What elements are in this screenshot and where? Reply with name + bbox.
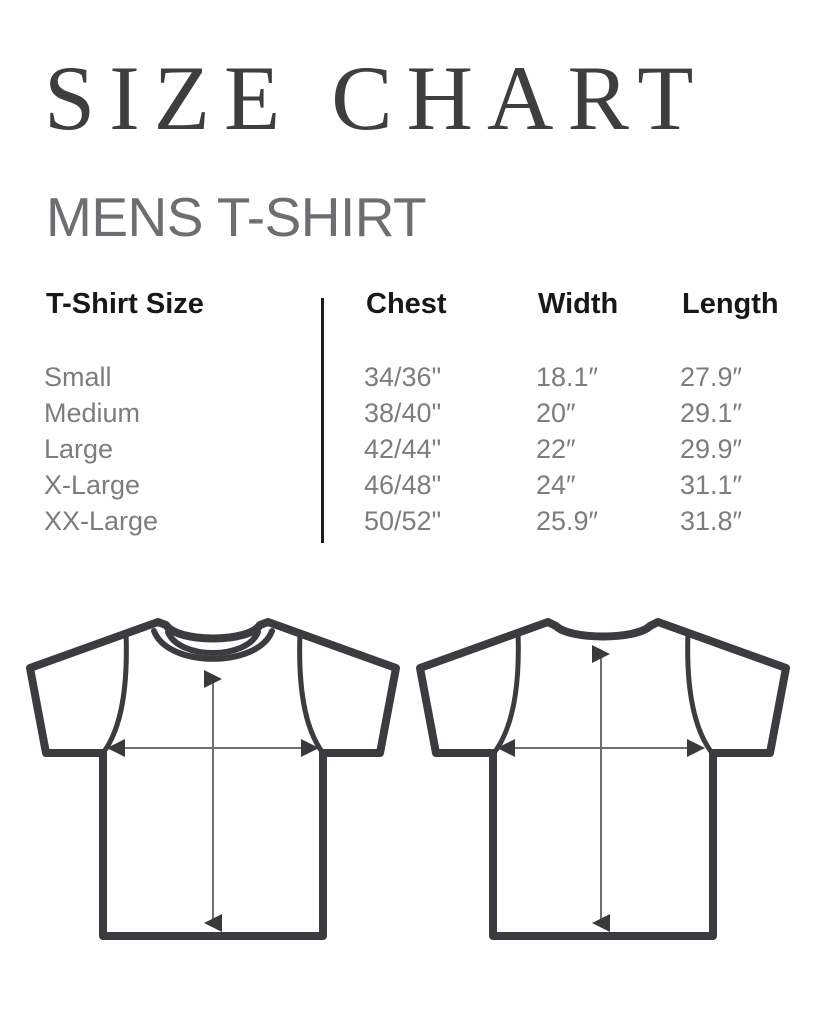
column-header-length: Length <box>682 288 779 320</box>
cell-size: Medium <box>44 398 141 428</box>
tshirt-back-armhole-right <box>685 629 715 756</box>
tshirt-front-collar-outer <box>151 628 275 662</box>
cell-length: 31.8″ <box>680 506 743 536</box>
table-row: X-Large 46/48" 24″ 31.1″ <box>0 467 819 503</box>
table-row: Large 42/44" 22″ 29.9″ <box>0 431 819 467</box>
cell-width: 25.9″ <box>536 506 599 536</box>
cell-chest: 42/44" <box>364 434 442 464</box>
tshirt-back-diagram <box>408 596 798 976</box>
tshirt-back-body-outline <box>416 618 790 940</box>
cell-width: 18.1″ <box>536 362 599 392</box>
table-body: Small 34/36" 18.1″ 27.9″ Medium 38/40" 2… <box>0 359 819 539</box>
cell-length: 27.9″ <box>680 362 743 392</box>
cell-width: 24″ <box>536 470 576 500</box>
table-vertical-divider <box>321 298 324 543</box>
cell-length: 29.9″ <box>680 434 743 464</box>
tshirt-front-diagram <box>18 596 408 976</box>
cell-size: Large <box>44 434 114 464</box>
cell-width: 20″ <box>536 398 576 428</box>
cell-chest: 34/36" <box>364 362 442 392</box>
cell-length: 29.1″ <box>680 398 743 428</box>
column-header-chest: Chest <box>366 288 447 320</box>
table-row: Small 34/36" 18.1″ 27.9″ <box>0 359 819 395</box>
column-header-width: Width <box>538 288 619 320</box>
cell-chest: 38/40" <box>364 398 442 428</box>
cell-width: 22″ <box>536 434 576 464</box>
tshirt-front-collar-inner <box>165 629 261 656</box>
column-header-size: T-Shirt Size <box>46 288 204 320</box>
cell-size: XX-Large <box>44 506 159 536</box>
table-row: XX-Large 50/52" 25.9″ 31.8″ <box>0 503 819 539</box>
page-title: SIZE CHART <box>44 47 708 149</box>
cell-size: Small <box>44 362 112 392</box>
tshirt-illustrations <box>0 596 819 976</box>
table-row: Medium 38/40" 20″ 29.1″ <box>0 395 819 431</box>
cell-length: 31.1″ <box>680 470 743 500</box>
page-subtitle: MENS T-SHIRT <box>46 186 427 248</box>
size-table: T-Shirt Size Chest Width Length Small 34… <box>0 284 819 564</box>
cell-chest: 46/48" <box>364 470 442 500</box>
cell-chest: 50/52" <box>364 506 442 536</box>
cell-size: X-Large <box>44 470 141 500</box>
